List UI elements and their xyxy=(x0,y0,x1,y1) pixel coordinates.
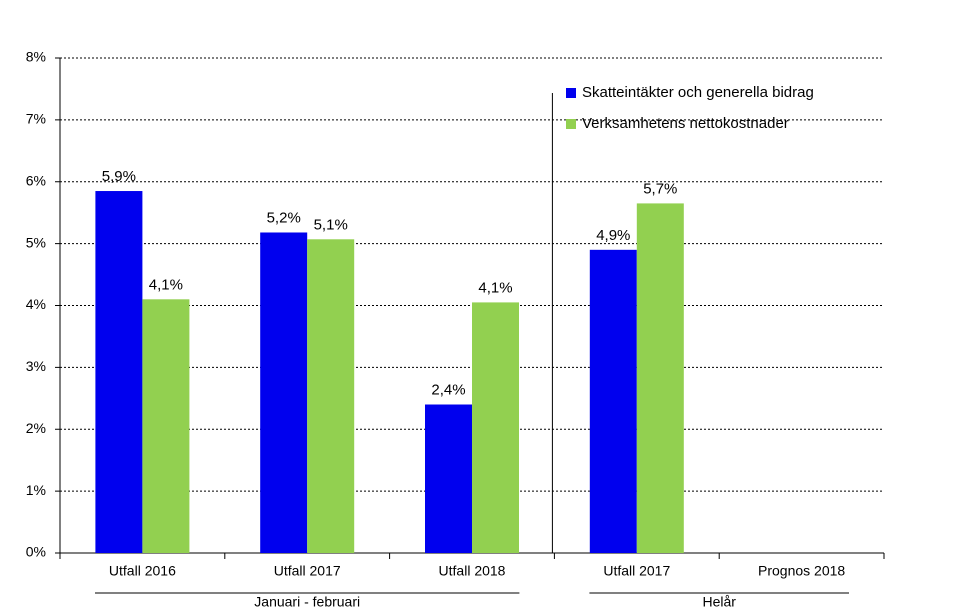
y-tick-label: 3% xyxy=(26,358,46,374)
x-tick-label: Utfall 2017 xyxy=(274,563,341,579)
value-label: 4,9% xyxy=(596,227,630,244)
bar xyxy=(260,232,308,554)
y-tick-label: 6% xyxy=(26,172,46,188)
value-label: 4,1% xyxy=(149,276,183,293)
x-tick-label: Utfall 2018 xyxy=(439,563,506,579)
value-label: 5,1% xyxy=(314,216,348,233)
bar xyxy=(95,191,143,553)
x-tick-label: Utfall 2016 xyxy=(109,563,176,579)
value-label: 4,1% xyxy=(478,279,512,296)
bar xyxy=(307,239,355,553)
legend-label: Verksamhetens nettokostnader xyxy=(582,115,789,132)
bar xyxy=(472,302,519,553)
group-label: Januari - februari xyxy=(254,594,360,610)
y-tick-label: 2% xyxy=(26,420,46,436)
legend-label: Skatteintäkter och generella bidrag xyxy=(582,84,814,101)
y-tick-label: 5% xyxy=(26,234,46,250)
bar xyxy=(142,299,190,553)
y-tick-label: 0% xyxy=(26,544,46,560)
value-label: 5,9% xyxy=(102,168,136,185)
value-label: 5,7% xyxy=(643,180,677,197)
y-tick-label: 4% xyxy=(26,296,46,312)
group-label: Helår xyxy=(702,594,736,610)
legend-swatch xyxy=(566,88,576,98)
legend-swatch xyxy=(566,119,576,129)
bar xyxy=(589,249,637,553)
y-tick-label: 1% xyxy=(26,482,46,498)
x-tick-label: Prognos 2018 xyxy=(758,563,845,579)
x-tick-label: Utfall 2017 xyxy=(603,563,670,579)
bar xyxy=(425,404,472,553)
bar xyxy=(636,203,684,553)
value-label: 5,2% xyxy=(267,209,301,226)
y-tick-label: 8% xyxy=(26,49,46,65)
value-label: 2,4% xyxy=(431,381,465,398)
y-tick-label: 7% xyxy=(26,111,46,127)
